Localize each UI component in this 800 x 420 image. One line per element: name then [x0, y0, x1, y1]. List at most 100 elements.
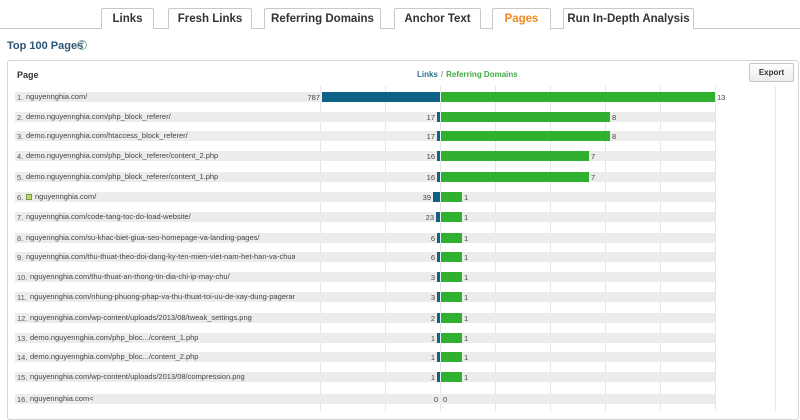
- page-url-link[interactable]: nguyennghia.com/wp-content/uploads/2013/…: [30, 372, 300, 382]
- page-url-text: nguyennghia.com/nhung-phuong-phap-va-thu…: [30, 292, 300, 301]
- links-count: 3: [430, 273, 435, 282]
- referring-domains-count: 7: [591, 152, 596, 161]
- row-label-background: [15, 252, 295, 262]
- links-count: 16: [426, 173, 435, 182]
- row-label-background: [15, 92, 295, 102]
- row-number: 10.: [17, 273, 28, 282]
- table-row[interactable]: 11. nguyennghia.com/nhung-phuong-phap-va-…: [15, 292, 795, 304]
- tab-anchor-text[interactable]: Anchor Text: [394, 8, 481, 29]
- referring-domains-count: 1: [464, 293, 469, 302]
- table-row[interactable]: 13. demo.nguyennghia.com/php_bloc.../cont…: [15, 333, 795, 345]
- referring-domains-bar: [441, 212, 462, 222]
- tab-pages[interactable]: Pages: [492, 8, 551, 30]
- links-bar-track: [295, 372, 440, 382]
- links-bar: [437, 313, 440, 323]
- page-url-link[interactable]: demo.nguyennghia.com/htaccess_block_refe…: [26, 131, 296, 141]
- referring-domains-bar: [441, 92, 715, 102]
- links-bar: [437, 172, 440, 182]
- gridline: [550, 86, 551, 411]
- page-url-text: nguyennghia.com/su-khac-biet-giua-seo-ho…: [26, 233, 260, 242]
- row-number: 7.: [17, 213, 24, 222]
- page-url-link[interactable]: nguyennghia.com/: [26, 92, 296, 102]
- links-bar-track: [295, 112, 440, 122]
- referring-domains-count: 1: [464, 314, 469, 323]
- table-row[interactable]: 6. nguyennghia.com/39 1: [15, 192, 795, 204]
- gridline: [660, 86, 661, 411]
- links-bar: [437, 292, 440, 302]
- links-count: 1: [430, 334, 435, 343]
- tab-fresh-links[interactable]: Fresh Links: [168, 8, 252, 29]
- referring-domains-count: 7: [591, 173, 596, 182]
- links-bar-track: [295, 352, 440, 362]
- gridline: [605, 86, 606, 411]
- page-url-link[interactable]: demo.nguyennghia.com/php_block_referer/: [26, 112, 296, 122]
- table-row[interactable]: 5. demo.nguyennghia.com/php_block_referer…: [15, 172, 795, 184]
- gridline: [385, 86, 386, 411]
- row-number: 4.: [17, 152, 24, 161]
- tab-bar: Links Fresh Links Referring Domains Anch…: [0, 0, 800, 30]
- links-bar-track: [295, 192, 440, 202]
- referring-domains-bar: [441, 272, 462, 282]
- referring-bar-track: [440, 272, 715, 282]
- lock-icon: [26, 194, 32, 200]
- page-url-link[interactable]: nguyennghia.com/thu-thuat-an-thong-tin-d…: [30, 272, 300, 282]
- tab-run-in-depth-analysis[interactable]: Run In-Depth Analysis: [563, 8, 694, 29]
- referring-domains-bar: [441, 131, 610, 141]
- page-url-text: demo.nguyennghia.com/php_block_referer/: [26, 112, 171, 121]
- page-url-link[interactable]: nguyennghia.com<: [30, 394, 300, 404]
- links-bar-track: [295, 333, 440, 343]
- table-row[interactable]: 2. demo.nguyennghia.com/php_block_referer…: [15, 112, 795, 124]
- page-url-link[interactable]: nguyennghia.com/thu-thuat-theo-doi-dang-…: [26, 252, 296, 262]
- links-count: 787: [307, 93, 320, 102]
- links-count: 23: [425, 213, 434, 222]
- page-url-link[interactable]: nguyennghia.com/wp-content/uploads/2013/…: [30, 313, 300, 323]
- page-url-link[interactable]: demo.nguyennghia.com/php_block_referer/c…: [26, 151, 296, 161]
- links-bar: [322, 92, 440, 102]
- links-bar: [437, 352, 440, 362]
- gridline: [495, 86, 496, 411]
- referring-domains-count: 1: [464, 273, 469, 282]
- table-row[interactable]: 4. demo.nguyennghia.com/php_block_referer…: [15, 151, 795, 163]
- table-row[interactable]: 14. demo.nguyennghia.com/php_bloc.../cont…: [15, 352, 795, 364]
- table-row[interactable]: 10. nguyennghia.com/thu-thuat-an-thong-ti…: [15, 272, 795, 284]
- page-url-link[interactable]: nguyennghia.com/nhung-phuong-phap-va-thu…: [30, 292, 300, 302]
- page-url-link[interactable]: nguyennghia.com/: [26, 192, 296, 202]
- table-row[interactable]: 1. nguyennghia.com/787 13: [15, 92, 795, 104]
- referring-domains-count: 1: [464, 253, 469, 262]
- referring-domains-bar: [441, 252, 462, 262]
- referring-domains-count: 13: [717, 93, 726, 102]
- page-url-link[interactable]: demo.nguyennghia.com/php_bloc.../content…: [30, 352, 300, 362]
- table-row[interactable]: 7. nguyennghia.com/code-tang-toc-do-load-…: [15, 212, 795, 224]
- row-label-background: [15, 233, 295, 243]
- row-number: 3.: [17, 132, 24, 141]
- export-button[interactable]: Export: [749, 63, 794, 82]
- row-label-background: [15, 172, 295, 182]
- tab-links[interactable]: Links: [101, 8, 154, 29]
- referring-domains-bar: [441, 292, 462, 302]
- table-row[interactable]: 3. demo.nguyennghia.com/htaccess_block_re…: [15, 131, 795, 143]
- page-url-link[interactable]: demo.nguyennghia.com/php_block_referer/c…: [26, 172, 296, 182]
- page-url-text: nguyennghia.com/wp-content/uploads/2013/…: [30, 313, 252, 322]
- row-number: 12.: [17, 314, 28, 323]
- table-row[interactable]: 8. nguyennghia.com/su-khac-biet-giua-seo-…: [15, 233, 795, 245]
- table-row[interactable]: 16. nguyennghia.com< 0 0: [15, 394, 795, 406]
- page-url-link[interactable]: demo.nguyennghia.com/php_bloc.../content…: [30, 333, 300, 343]
- referring-bar-track: [440, 313, 715, 323]
- referring-domains-count: 0: [443, 395, 448, 404]
- help-icon[interactable]: ?: [77, 40, 87, 50]
- links-bar-track: [295, 212, 440, 222]
- row-number: 8.: [17, 234, 24, 243]
- links-bar: [436, 212, 440, 222]
- table-row[interactable]: 9. nguyennghia.com/thu-thuat-theo-doi-dan…: [15, 252, 795, 264]
- table-row[interactable]: 12. nguyennghia.com/wp-content/uploads/20…: [15, 313, 795, 325]
- referring-domains-bar: [441, 112, 610, 122]
- row-number: 14.: [17, 353, 28, 362]
- row-label-background: [15, 313, 295, 323]
- row-label-background: [15, 212, 295, 222]
- page-url-link[interactable]: nguyennghia.com/code-tang-toc-do-load-we…: [26, 212, 296, 222]
- tab-referring-domains[interactable]: Referring Domains: [264, 8, 381, 29]
- links-count: 1: [430, 373, 435, 382]
- table-row[interactable]: 15. nguyennghia.com/wp-content/uploads/20…: [15, 372, 795, 384]
- page-url-link[interactable]: nguyennghia.com/su-khac-biet-giua-seo-ho…: [26, 233, 296, 243]
- row-label-background: [15, 352, 295, 362]
